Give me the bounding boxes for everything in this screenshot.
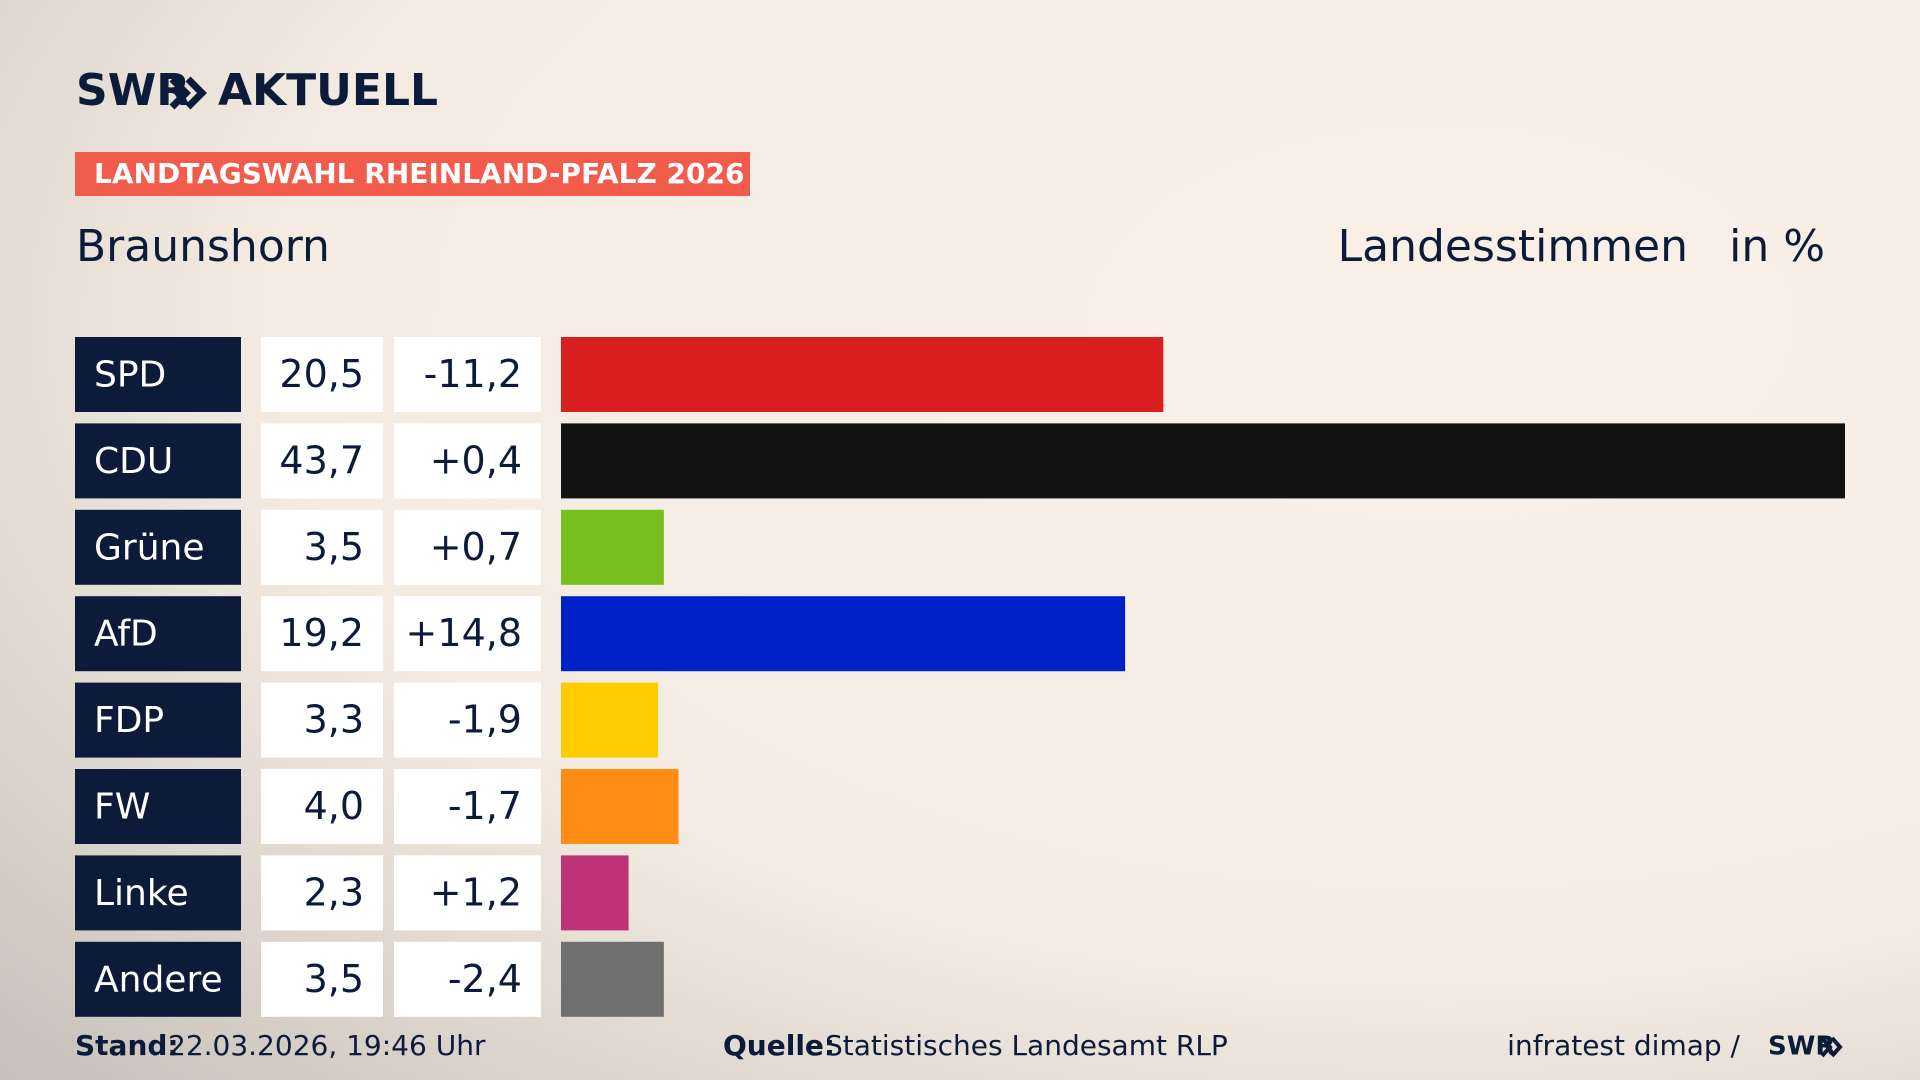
- change-box: [394, 682, 541, 758]
- value-label: 3,5: [304, 957, 364, 1001]
- stand-label: Stand:: [75, 1029, 179, 1062]
- change-label: -11,2: [424, 352, 522, 396]
- value-label: 20,5: [279, 352, 364, 396]
- bar: [561, 855, 629, 931]
- party-label: AfD: [94, 614, 158, 655]
- value-label: 19,2: [279, 611, 364, 655]
- change-box: [394, 423, 541, 499]
- change-box: [394, 337, 541, 412]
- value-box: [261, 509, 383, 585]
- change-label: +14,8: [406, 611, 522, 655]
- party-label: CDU: [94, 441, 173, 482]
- party-box: [75, 855, 241, 931]
- change-label: +0,7: [430, 525, 522, 569]
- value-label: 3,3: [304, 698, 364, 742]
- party-label: FW: [94, 787, 150, 828]
- value-box: [261, 941, 383, 1017]
- party-label: SPD: [94, 355, 166, 396]
- party-box: [75, 337, 241, 412]
- party-box: [75, 423, 241, 499]
- party-label: Grüne: [94, 527, 204, 568]
- party-box: [75, 769, 241, 844]
- value-box: [261, 855, 383, 931]
- chart-subtitle: Landesstimmen: [1338, 221, 1688, 272]
- value-label: 2,3: [304, 870, 364, 914]
- party-label: Linke: [94, 873, 189, 914]
- change-box: [394, 596, 541, 672]
- change-label: -1,9: [448, 698, 522, 742]
- party-box: [75, 941, 241, 1017]
- unit: in %: [1729, 221, 1825, 272]
- bar: [561, 769, 679, 844]
- party-label: Andere: [94, 959, 223, 1000]
- value-label: 43,7: [279, 438, 364, 482]
- change-label: +1,2: [430, 870, 522, 914]
- change-label: +0,4: [430, 438, 522, 482]
- banner: [75, 152, 750, 196]
- credit-chevrons: [1820, 1036, 1843, 1058]
- bar: [561, 509, 664, 585]
- source: Statistisches Landesamt RLP: [825, 1029, 1228, 1062]
- value-box: [261, 682, 383, 758]
- bar: [561, 423, 1845, 499]
- change-box: [394, 509, 541, 585]
- banner-text: LANDTAGSWAHL RHEINLAND-PFALZ 2026: [94, 157, 744, 190]
- bar: [561, 682, 658, 758]
- change-label: -1,7: [448, 784, 522, 828]
- party-box: [75, 509, 241, 585]
- change-label: -2,4: [448, 957, 522, 1001]
- value-box: [261, 596, 383, 672]
- logo-brand: SWR: [76, 65, 190, 116]
- stand: 22.03.2026, 19:46 Uhr: [168, 1029, 486, 1062]
- value-box: [261, 337, 383, 412]
- source-label: Quelle:: [723, 1029, 835, 1062]
- value-box: [261, 769, 383, 844]
- party-box: [75, 682, 241, 758]
- value-label: 4,0: [304, 784, 364, 828]
- logo-chevrons: [169, 76, 207, 110]
- bar: [561, 941, 664, 1017]
- change-box: [394, 769, 541, 844]
- change-box: [394, 941, 541, 1017]
- logo-product: AKTUELL: [218, 65, 438, 116]
- value-label: 3,5: [304, 525, 364, 569]
- value-box: [261, 423, 383, 499]
- bar: [561, 337, 1164, 412]
- party-label: FDP: [94, 700, 164, 741]
- chart-title: Braunshorn: [76, 221, 330, 272]
- credit-brand: SWR: [1768, 1032, 1835, 1062]
- change-box: [394, 855, 541, 931]
- party-box: [75, 596, 241, 672]
- credit: infratest dimap /: [1507, 1029, 1740, 1062]
- bar: [561, 596, 1126, 672]
